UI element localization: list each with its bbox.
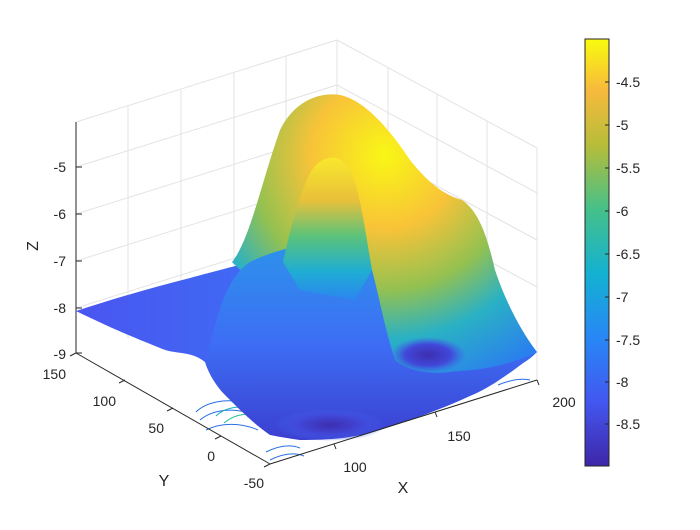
z-tick-label: -6 xyxy=(54,206,67,222)
x-tick-label: 100 xyxy=(343,459,367,475)
x-tick-label: 200 xyxy=(552,394,576,410)
x-tick-labels: 100 150 200 xyxy=(343,394,576,475)
z-tick-label: -9 xyxy=(54,346,67,362)
y-tick-labels: -50 0 50 100 150 xyxy=(43,366,265,491)
colorbar: -4.5 -5 -5.5 -6 -6.5 -7 -7.5 -8 -8.5 xyxy=(584,38,640,467)
x-axis-line xyxy=(269,379,538,465)
colorbar-tick-label: -8 xyxy=(616,374,629,390)
z-tick-label: -7 xyxy=(54,253,67,269)
y-tick-label: 100 xyxy=(93,393,117,409)
colorbar-tick-label: -5.5 xyxy=(616,160,640,176)
colorbar-tick-label: -4.5 xyxy=(616,74,640,90)
surface-front xyxy=(205,245,537,440)
z-tick-label: -8 xyxy=(54,300,67,316)
z-tick-label: -5 xyxy=(54,159,67,175)
x-tick-label: 150 xyxy=(447,428,471,444)
y-axis-label: Y xyxy=(159,473,170,490)
colorbar-tick-label: -6 xyxy=(616,203,629,219)
y-tick-label: 0 xyxy=(207,448,215,464)
colorbar-tick-label: -7 xyxy=(616,289,629,305)
x-axis-label: X xyxy=(398,480,409,497)
surface-trough-right xyxy=(390,337,466,373)
colorbar-tick-label: -5 xyxy=(616,117,629,133)
colorbar-tick-label: -8.5 xyxy=(616,416,640,432)
surface xyxy=(76,94,537,441)
y-tick-label: -50 xyxy=(244,475,264,491)
z-axis-label: Z xyxy=(25,241,42,251)
surface-trough-front xyxy=(275,409,385,441)
axis-lines xyxy=(69,122,540,468)
y-tick-label: 50 xyxy=(148,420,164,436)
colorbar-scale xyxy=(584,38,610,467)
colorbar-tick-label: -7.5 xyxy=(616,332,640,348)
surface-small-peak xyxy=(283,157,372,300)
y-tick-label: 150 xyxy=(43,366,67,382)
colorbar-tick-label: -6.5 xyxy=(616,246,640,262)
z-tick-labels: -9 -8 -7 -6 -5 xyxy=(54,159,67,362)
